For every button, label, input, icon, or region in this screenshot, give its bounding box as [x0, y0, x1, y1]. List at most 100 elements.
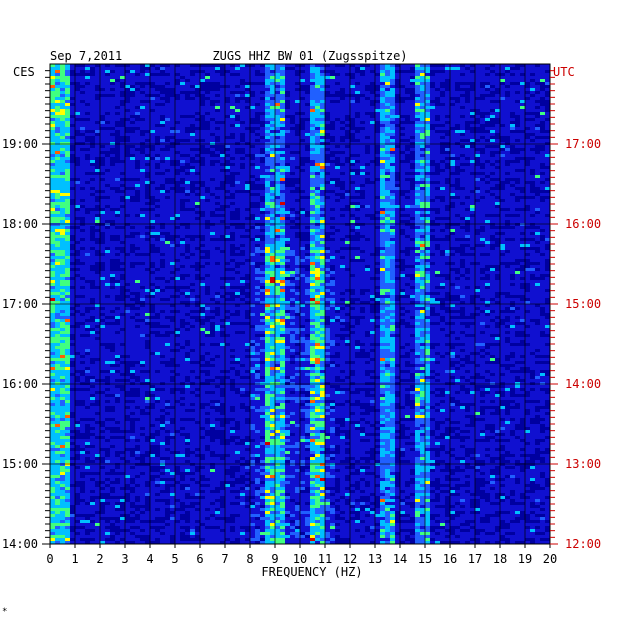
spectrogram-cell	[455, 103, 461, 107]
spectrogram-cell	[340, 109, 346, 113]
spectrogram-cell	[405, 85, 411, 89]
spectrogram-cell	[55, 145, 61, 149]
spectrogram-cell	[340, 208, 346, 212]
spectrogram-cell	[385, 103, 391, 107]
spectrogram-cell	[540, 67, 546, 71]
spectrogram-cell	[215, 115, 221, 119]
spectrogram-cell	[390, 184, 396, 188]
spectrogram-cell	[310, 85, 316, 89]
spectrogram-cell	[365, 82, 371, 86]
spectrogram-cell	[500, 139, 506, 143]
spectrogram-cell	[405, 148, 411, 152]
spectrogram-cell	[155, 199, 161, 203]
spectrogram-cell	[100, 190, 106, 194]
spectrogram-cell	[255, 166, 261, 170]
spectrogram-cell	[525, 100, 531, 104]
spectrogram-cell	[460, 211, 466, 215]
spectrogram-cell	[50, 145, 56, 149]
spectrogram-cell	[400, 202, 406, 206]
spectrogram-cell	[470, 184, 476, 188]
spectrogram-cell	[500, 205, 506, 209]
spectrogram-cell	[320, 205, 326, 209]
spectrogram-cell	[375, 205, 381, 209]
spectrogram-cell	[510, 184, 516, 188]
spectrogram-cell	[420, 100, 426, 104]
spectrogram-cell	[495, 163, 501, 167]
spectrogram-cell	[50, 85, 56, 89]
spectrogram-cell	[285, 190, 291, 194]
spectrogram-cell	[355, 139, 361, 143]
spectrogram-cell	[245, 109, 251, 113]
spectrogram-cell	[390, 139, 396, 143]
spectrogram-cell	[450, 106, 456, 110]
spectrogram-cell	[110, 184, 116, 188]
spectrogram-cell	[485, 169, 491, 173]
spectrogram-cell	[290, 139, 296, 143]
spectrogram-cell	[150, 133, 156, 137]
spectrogram-cell	[265, 100, 271, 104]
spectrogram-cell	[235, 130, 241, 134]
spectrogram-cell	[285, 64, 291, 68]
spectrogram-cell	[250, 157, 256, 161]
spectrogram-cell	[430, 124, 436, 128]
spectrogram-cell	[155, 139, 161, 143]
spectrogram-cell	[340, 121, 346, 125]
spectrogram-cell	[245, 100, 251, 104]
spectrogram-cell	[540, 169, 546, 173]
spectrogram-cell	[420, 64, 426, 68]
spectrogram-cell	[535, 127, 541, 131]
spectrogram-cell	[285, 178, 291, 182]
spectrogram-cell	[475, 163, 481, 167]
spectrogram-cell	[500, 91, 506, 95]
spectrogram-cell	[310, 139, 316, 143]
spectrogram-cell	[430, 64, 436, 68]
spectrogram-cell	[340, 79, 346, 83]
spectrogram-cell	[385, 121, 391, 125]
spectrogram-cell	[120, 169, 126, 173]
spectrogram-cell	[485, 124, 491, 128]
spectrogram-cell	[105, 211, 111, 215]
spectrogram-cell	[215, 112, 221, 116]
spectrogram-cell	[105, 94, 111, 98]
spectrogram-cell	[215, 130, 221, 134]
spectrogram-cell	[75, 70, 81, 74]
spectrogram-cell	[305, 148, 311, 152]
spectrogram-cell	[380, 181, 386, 185]
spectrogram-cell	[460, 100, 466, 104]
spectrogram-cell	[120, 151, 126, 155]
spectrogram-cell	[150, 76, 156, 80]
spectrogram-cell	[425, 160, 431, 164]
spectrogram-cell	[355, 109, 361, 113]
spectrogram-cell	[450, 133, 456, 137]
spectrogram-cell	[255, 91, 261, 95]
spectrogram-cell	[355, 112, 361, 116]
spectrogram-cell	[380, 112, 386, 116]
spectrogram-cell	[175, 91, 181, 95]
spectrogram-cell	[390, 154, 396, 158]
spectrogram-cell	[60, 139, 66, 143]
spectrogram-cell	[135, 172, 141, 176]
spectrogram-cell	[115, 148, 121, 152]
spectrogram-cell	[135, 136, 141, 140]
spectrogram-cell	[95, 94, 101, 98]
spectrogram-cell	[105, 145, 111, 149]
spectrogram-cell	[335, 187, 341, 191]
spectrogram-cell	[170, 130, 176, 134]
spectrogram-cell	[470, 64, 476, 68]
spectrogram-cell	[180, 109, 186, 113]
spectrogram-cell	[195, 124, 201, 128]
spectrogram-cell	[340, 196, 346, 200]
spectrogram-cell	[445, 196, 451, 200]
spectrogram-cell	[100, 193, 106, 197]
spectrogram-cell	[490, 106, 496, 110]
spectrogram-cell	[235, 187, 241, 191]
spectrogram-cell	[155, 88, 161, 92]
spectrogram-cell	[175, 172, 181, 176]
spectrogram-cell	[270, 133, 276, 137]
spectrogram-cell	[125, 70, 131, 74]
spectrogram-cell	[375, 73, 381, 77]
spectrogram-cell	[235, 133, 241, 137]
spectrogram-cell	[500, 151, 506, 155]
spectrogram-cell	[425, 205, 431, 209]
spectrogram-cell	[325, 109, 331, 113]
